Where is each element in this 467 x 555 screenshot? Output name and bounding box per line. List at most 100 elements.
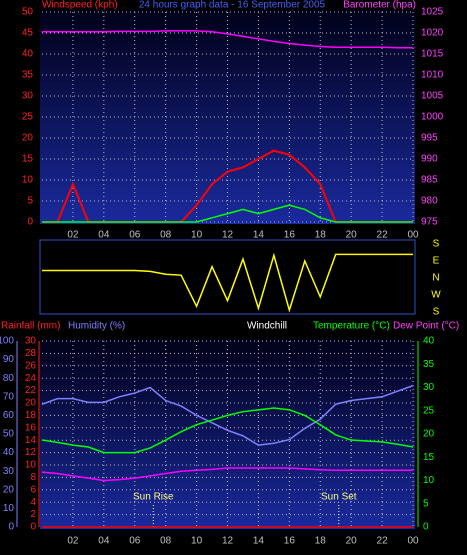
series-line <box>42 252 413 313</box>
y-tick-label: 1000 <box>421 112 444 123</box>
x-tick-label: 02 <box>67 230 79 241</box>
x-tick-label: 20 <box>346 536 358 547</box>
y-tick-label: 26 <box>25 360 37 371</box>
x-tick-label: 16 <box>284 230 296 241</box>
y-tick-label: 5 <box>423 498 429 509</box>
x-tick-label: 06 <box>129 230 141 241</box>
x-tick-label: 12 <box>222 536 234 547</box>
series-line <box>41 407 414 454</box>
series-line <box>41 467 413 482</box>
y-tick-label: 15 <box>22 154 34 165</box>
y-tick-label: 5 <box>27 196 33 207</box>
y-tick-label: 2 <box>30 509 36 520</box>
axis-label: Dew Point (°C) <box>393 321 459 332</box>
y-tick-label: 28 <box>25 348 37 359</box>
y-tick-label: 40 <box>423 336 435 347</box>
axis-label: Windchill <box>247 321 287 332</box>
y-tick-label: 1020 <box>421 28 444 39</box>
y-tick-label: 40 <box>3 447 15 458</box>
y-tick-label: 35 <box>22 70 34 81</box>
x-tick-label: 02 <box>67 536 79 547</box>
series-line <box>41 384 414 446</box>
series-line <box>42 204 413 223</box>
y-tick-label: 30 <box>3 466 15 477</box>
y-tick-label: S <box>433 307 440 318</box>
y-tick-label: 40 <box>22 49 34 60</box>
y-tick-label: 995 <box>421 133 438 144</box>
x-tick-label: 14 <box>253 536 265 547</box>
y-tick-label: 25 <box>423 405 435 416</box>
y-tick-label: 45 <box>22 28 34 39</box>
axis-label: Humidity (%) <box>68 321 125 332</box>
y-tick-label: 20 <box>3 484 15 495</box>
y-tick-label: 20 <box>423 429 435 440</box>
y-tick-label: 30 <box>25 336 37 347</box>
x-tick-label: 00 <box>407 536 419 547</box>
y-tick-label: 980 <box>421 196 438 207</box>
axis-label: Barometer (hpa) <box>343 0 416 11</box>
y-tick-label: W <box>431 290 441 301</box>
y-tick-label: 12 <box>25 447 37 458</box>
y-tick-label: 15 <box>423 452 435 463</box>
y-tick-label: S <box>433 239 440 250</box>
y-tick-label: 24 <box>25 373 37 384</box>
x-tick-label: 10 <box>191 230 203 241</box>
x-tick-label: 04 <box>98 230 110 241</box>
x-tick-label: 10 <box>191 536 203 547</box>
y-tick-label: 10 <box>3 503 15 514</box>
chart-title: 24 hours graph data - 16 September 2005 <box>139 0 326 11</box>
annotation: Sun Set <box>321 492 357 503</box>
x-tick-label: 06 <box>129 536 141 547</box>
y-tick-label: 70 <box>3 391 15 402</box>
x-tick-label: 18 <box>315 230 327 241</box>
x-tick-label: 00 <box>407 230 419 241</box>
y-tick-label: 22 <box>25 385 37 396</box>
y-tick-label: 0 <box>30 522 36 533</box>
y-tick-label: 16 <box>25 422 37 433</box>
y-tick-label: 10 <box>423 475 435 486</box>
axis-label: Temperature (°C) <box>313 321 390 332</box>
y-tick-label: 30 <box>423 382 435 393</box>
x-tick-label: 08 <box>160 230 172 241</box>
y-tick-label: N <box>432 273 439 284</box>
x-tick-label: 12 <box>222 230 234 241</box>
y-tick-label: 18 <box>25 410 37 421</box>
y-tick-label: 14 <box>25 435 37 446</box>
x-tick-label: 20 <box>346 230 358 241</box>
y-tick-label: 1015 <box>421 49 444 60</box>
series-line <box>42 30 413 49</box>
y-tick-label: 50 <box>3 429 15 440</box>
panel-bg <box>39 239 416 315</box>
y-tick-label: 100 <box>0 336 14 347</box>
y-tick-label: 985 <box>421 175 438 186</box>
y-tick-label: 35 <box>423 359 435 370</box>
annotation: Sun Rise <box>133 492 174 503</box>
y-tick-label: 10 <box>25 460 37 471</box>
y-tick-label: 0 <box>8 522 14 533</box>
y-tick-label: 4 <box>30 497 36 508</box>
y-tick-label: 60 <box>3 410 15 421</box>
y-tick-label: 50 <box>22 7 34 18</box>
y-tick-label: 20 <box>22 133 34 144</box>
y-tick-label: 80 <box>3 373 15 384</box>
y-tick-label: E <box>433 256 440 267</box>
y-tick-label: 0 <box>27 217 33 228</box>
y-tick-label: 10 <box>22 175 34 186</box>
y-tick-label: 90 <box>3 354 15 365</box>
x-tick-label: 16 <box>284 536 296 547</box>
y-tick-label: 20 <box>25 398 37 409</box>
x-tick-label: 08 <box>160 536 172 547</box>
y-tick-label: 990 <box>421 154 438 165</box>
axis-label: Windspeed (kph) <box>42 0 118 11</box>
y-tick-label: 30 <box>22 91 34 102</box>
x-tick-label: 22 <box>377 230 389 241</box>
y-tick-label: 975 <box>421 217 438 228</box>
y-tick-label: 1010 <box>421 70 444 81</box>
y-tick-label: 0 <box>423 522 429 533</box>
y-tick-label: 25 <box>22 112 34 123</box>
y-tick-label: 8 <box>30 472 36 483</box>
axis-label: Rainfall (mm) <box>1 321 60 332</box>
y-tick-label: 1005 <box>421 91 444 102</box>
